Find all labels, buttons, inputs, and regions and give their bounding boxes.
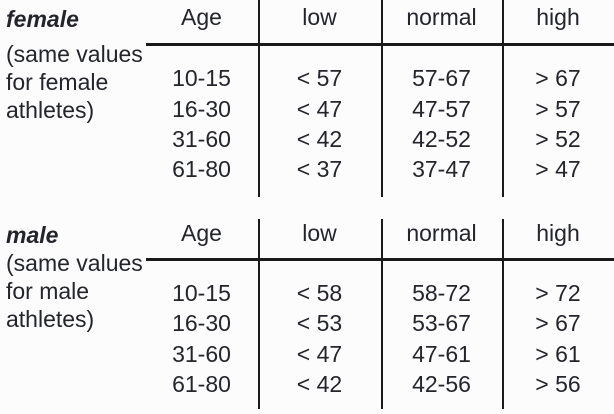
low-cell: < 37 bbox=[296, 156, 343, 182]
normal-cell: 42-56 bbox=[412, 371, 471, 397]
female-title: female bbox=[6, 6, 79, 32]
high-cell: > 61 bbox=[535, 341, 581, 367]
normal-column-header: normal bbox=[406, 220, 477, 246]
header-rule bbox=[146, 258, 614, 261]
column-divider bbox=[258, 219, 260, 409]
female-label-block: female (same values for female athletes) bbox=[6, 5, 156, 124]
high-cell: > 56 bbox=[535, 371, 581, 397]
low-cell: < 57 bbox=[296, 65, 343, 91]
low-cell: < 42 bbox=[296, 371, 343, 397]
normal-cell: 58-72 bbox=[412, 280, 471, 306]
male-title: male bbox=[6, 222, 59, 248]
high-cell: > 72 bbox=[535, 280, 581, 306]
header-rule bbox=[146, 43, 614, 46]
male-label-block: male (same values for male athletes) bbox=[6, 221, 156, 333]
table-row: 16-30 < 53 53-67 > 67 bbox=[0, 311, 614, 335]
normal-cell: 42-52 bbox=[412, 126, 471, 152]
high-column-header: high bbox=[536, 4, 580, 30]
column-divider bbox=[381, 0, 383, 197]
normal-cell: 57-67 bbox=[412, 65, 471, 91]
age-cell: 10-15 bbox=[172, 280, 231, 306]
age-cell: 61-80 bbox=[172, 156, 231, 182]
column-divider bbox=[381, 219, 383, 409]
table-row: 16-30 < 47 47-57 > 57 bbox=[0, 97, 614, 121]
high-cell: > 47 bbox=[535, 156, 581, 182]
table-row: 10-15 < 58 58-72 > 72 bbox=[0, 281, 614, 305]
male-note-line: (same values bbox=[6, 250, 143, 276]
low-cell: < 53 bbox=[296, 310, 343, 336]
normal-cell: 47-61 bbox=[412, 341, 471, 367]
age-column-header: Age bbox=[181, 220, 222, 246]
female-note-line: (same values bbox=[6, 41, 143, 67]
low-cell: < 47 bbox=[296, 341, 343, 367]
table-row: 61-80 < 42 42-56 > 56 bbox=[0, 372, 614, 396]
table-row: 10-15 < 57 57-67 > 67 bbox=[0, 66, 614, 90]
low-column-header: low bbox=[302, 4, 337, 30]
female-header-row: Age low normal high bbox=[0, 5, 614, 29]
female-note-line: for female bbox=[6, 69, 109, 95]
column-divider bbox=[258, 0, 260, 197]
normal-cell: 53-67 bbox=[412, 310, 471, 336]
low-column-header: low bbox=[302, 220, 337, 246]
age-cell: 31-60 bbox=[172, 126, 231, 152]
male-note-line: for male bbox=[6, 278, 90, 304]
age-cell: 61-80 bbox=[172, 371, 231, 397]
low-cell: < 42 bbox=[296, 126, 343, 152]
column-divider bbox=[502, 219, 504, 409]
normal-cell: 37-47 bbox=[412, 156, 471, 182]
age-column-header: Age bbox=[181, 4, 222, 30]
female-note-line: athletes) bbox=[6, 97, 95, 123]
male-header-row: Age low normal high bbox=[0, 221, 614, 245]
age-cell: 16-30 bbox=[172, 310, 231, 336]
normal-column-header: normal bbox=[406, 4, 477, 30]
high-cell: > 67 bbox=[535, 65, 581, 91]
table-row: 31-60 < 42 42-52 > 52 bbox=[0, 127, 614, 151]
age-cell: 16-30 bbox=[172, 96, 231, 122]
low-cell: < 47 bbox=[296, 96, 343, 122]
high-column-header: high bbox=[536, 220, 580, 246]
normal-cell: 47-57 bbox=[412, 96, 471, 122]
age-cell: 10-15 bbox=[172, 65, 231, 91]
high-cell: > 57 bbox=[535, 96, 581, 122]
table-row: 61-80 < 37 37-47 > 47 bbox=[0, 157, 614, 181]
high-cell: > 67 bbox=[535, 310, 581, 336]
table-row: 31-60 < 47 47-61 > 61 bbox=[0, 342, 614, 366]
column-divider bbox=[502, 0, 504, 197]
high-cell: > 52 bbox=[535, 126, 581, 152]
low-cell: < 58 bbox=[296, 280, 343, 306]
age-cell: 31-60 bbox=[172, 341, 231, 367]
male-note-line: athletes) bbox=[6, 306, 95, 332]
